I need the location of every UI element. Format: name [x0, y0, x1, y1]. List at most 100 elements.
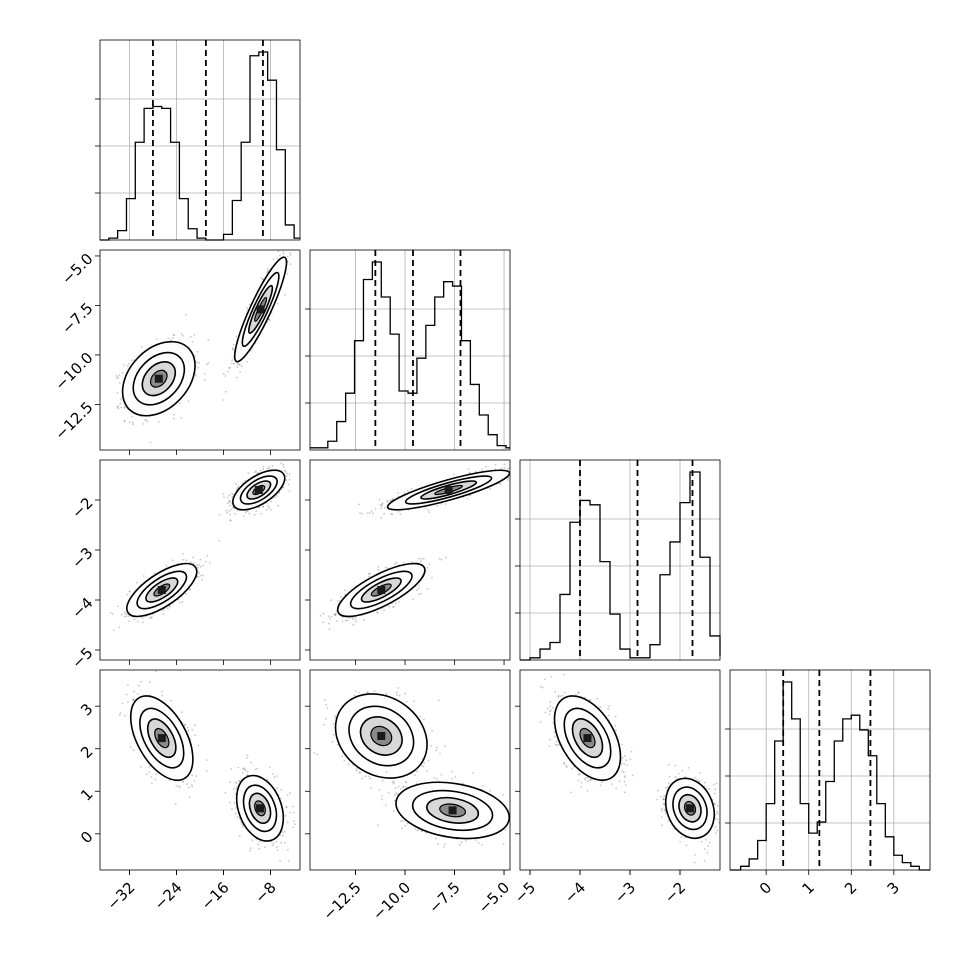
scatter-point [407, 490, 409, 492]
scatter-point [182, 558, 185, 561]
scatter-point [244, 479, 247, 482]
scatter-point [403, 492, 406, 495]
density-peak [157, 586, 166, 594]
scatter-point [229, 519, 232, 522]
scatter-point [142, 575, 145, 577]
scatter-point [349, 616, 352, 619]
scatter-point [355, 620, 358, 623]
scatter-point [155, 338, 158, 341]
scatter-point [173, 413, 176, 416]
scatter-point [286, 272, 289, 275]
scatter-panel-2-1 [305, 459, 511, 665]
scatter-point [123, 406, 126, 408]
scatter-point [276, 257, 279, 260]
scatter-point [336, 620, 338, 622]
scatter-point [203, 373, 206, 375]
scatter-point [278, 491, 280, 494]
scatter-point [279, 254, 281, 257]
panel-content [319, 463, 510, 631]
scatter-point [258, 506, 260, 509]
scatter-point [201, 579, 204, 581]
scatter-point [268, 467, 271, 470]
scatter-point [146, 420, 149, 423]
scatter-point [287, 483, 290, 486]
scatter-point [200, 565, 202, 568]
scatter-point [266, 268, 269, 270]
scatter-point [231, 495, 234, 498]
scatter-point [179, 402, 181, 405]
scatter-point [133, 618, 136, 621]
scatter-point [274, 496, 276, 499]
scatter-point [255, 470, 257, 472]
scatter-point [140, 346, 143, 348]
histogram [100, 51, 300, 241]
scatter-point [142, 423, 145, 425]
panel-frame [99, 459, 301, 661]
scatter-point [420, 560, 422, 563]
scatter-point [327, 615, 330, 618]
scatter-point [288, 473, 291, 475]
scatter-point [196, 564, 199, 566]
scatter-point [180, 417, 183, 419]
scatter-point [262, 506, 264, 508]
scatter-point [341, 620, 344, 623]
scatter-point [228, 501, 231, 504]
scatter-point [245, 510, 248, 512]
scatter-point [402, 562, 405, 564]
scatter-point [234, 483, 237, 485]
scatter-point [246, 360, 248, 363]
scatter-point [276, 302, 279, 305]
scatter-point [266, 271, 269, 274]
scatter-point [229, 519, 231, 521]
density-peak [154, 374, 163, 383]
scatter-point [328, 628, 331, 631]
scatter-point [469, 494, 472, 497]
scatter-point [368, 572, 370, 575]
scatter-point [445, 503, 447, 505]
scatter-point [270, 508, 272, 511]
scatter-point [232, 343, 235, 346]
hist-panel-0 [95, 39, 301, 241]
scatter-point [232, 493, 235, 496]
scatter-point [271, 464, 274, 467]
scatter-point [229, 513, 232, 516]
scatter-point [366, 512, 369, 515]
scatter-point [231, 506, 234, 508]
scatter-point [125, 613, 128, 616]
scatter-point [150, 616, 153, 618]
scatter-point [335, 612, 337, 615]
scatter-point [187, 400, 190, 403]
scatter-point [376, 611, 379, 613]
scatter-point [346, 619, 349, 622]
scatter-point [286, 255, 289, 258]
scatter-point [248, 512, 251, 515]
scatter-point [185, 559, 188, 562]
panel-frame [99, 249, 301, 451]
scatter-point [221, 399, 224, 401]
scatter-point [180, 333, 183, 335]
scatter-point [231, 493, 233, 495]
scatter-point [440, 558, 443, 561]
scatter-point [238, 364, 240, 366]
scatter-point [368, 575, 370, 578]
scatter-point [445, 556, 447, 559]
scatter-point [420, 557, 423, 560]
scatter-point [198, 361, 201, 364]
scatter-point [257, 471, 260, 474]
scatter-point [341, 616, 344, 619]
scatter-point [268, 506, 270, 509]
scatter-point [166, 607, 169, 610]
scatter-point [209, 562, 211, 564]
scatter-point [384, 566, 387, 569]
scatter-point [170, 339, 173, 341]
scatter-point [283, 469, 286, 472]
scatter-point [268, 466, 271, 468]
scatter-point [231, 362, 233, 365]
scatter-point [266, 467, 269, 470]
scatter-point [286, 472, 288, 475]
scatter-point [116, 377, 118, 380]
scatter-point [224, 390, 227, 393]
scatter-point [233, 362, 235, 365]
scatter-point [117, 407, 120, 410]
